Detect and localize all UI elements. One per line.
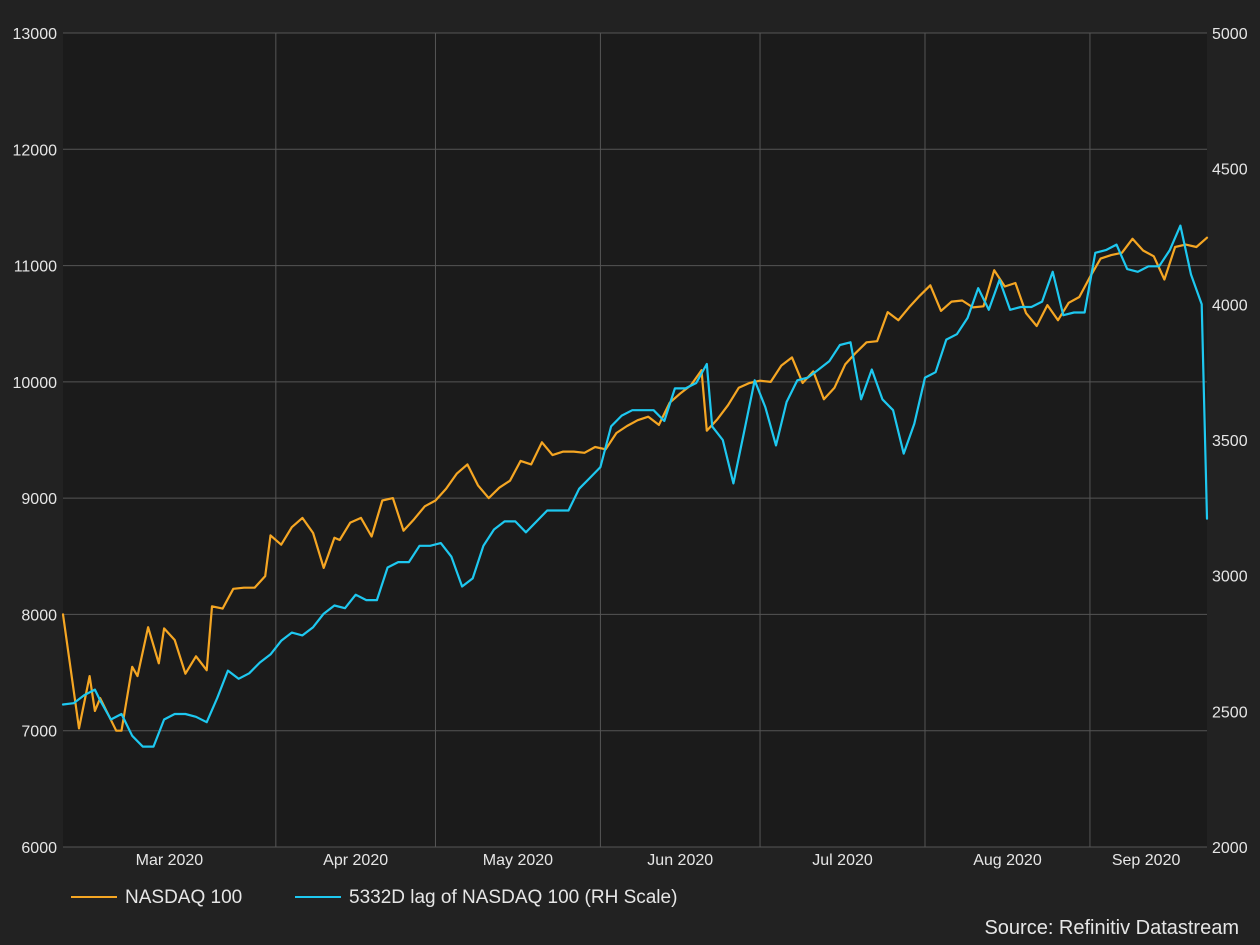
right-axis: 5000 4500 4000 3500 3000 2500 2000 [1212,26,1248,857]
right-tick-label: 4000 [1212,297,1248,314]
right-tick-label: 2500 [1212,704,1248,721]
x-axis: Mar 2020 Apr 2020 May 2020 Jun 2020 Jul 2020… [136,852,1181,869]
right-tick-label: 4500 [1212,162,1248,179]
x-tick-label: Jul 2020 [812,852,873,869]
plot-area [63,33,1207,847]
x-tick-label: Sep 2020 [1112,852,1181,869]
series-lines [61,224,1209,748]
source-note: Source: Refinitiv Datastream [984,917,1239,939]
legend: NASDAQ 100 5332D lag of NASDAQ 100 (RH S… [71,887,677,908]
x-tick-label: Aug 2020 [973,852,1042,869]
x-tick-label: Mar 2020 [136,852,204,869]
legend-label-nasdaq-100: NASDAQ 100 [125,887,242,908]
left-tick-label: 7000 [21,724,57,741]
right-tick-label: 5000 [1212,26,1248,43]
left-tick-label: 13000 [13,26,58,43]
left-axis: 13000 12000 11000 10000 9000 8000 7000 6000 [13,26,58,857]
right-tick-label: 2000 [1212,840,1248,857]
x-tick-label: Jun 2020 [647,852,713,869]
series-line-nasdaq-100 [61,236,1209,732]
x-tick-label: Apr 2020 [323,852,388,869]
legend-label-5332d-lag: 5332D lag of NASDAQ 100 (RH Scale) [349,887,677,908]
series-line-5332d-lag [61,224,1209,748]
left-tick-label: 10000 [13,375,58,392]
left-tick-label: 11000 [14,259,57,276]
right-tick-label: 3000 [1212,569,1248,586]
x-tick-label: May 2020 [483,852,553,869]
grid-lines [63,32,1207,848]
left-tick-label: 6000 [21,840,57,857]
left-tick-label: 12000 [13,142,58,159]
left-tick-label: 9000 [21,491,57,508]
left-tick-label: 8000 [21,607,57,624]
right-tick-label: 3500 [1212,433,1248,450]
